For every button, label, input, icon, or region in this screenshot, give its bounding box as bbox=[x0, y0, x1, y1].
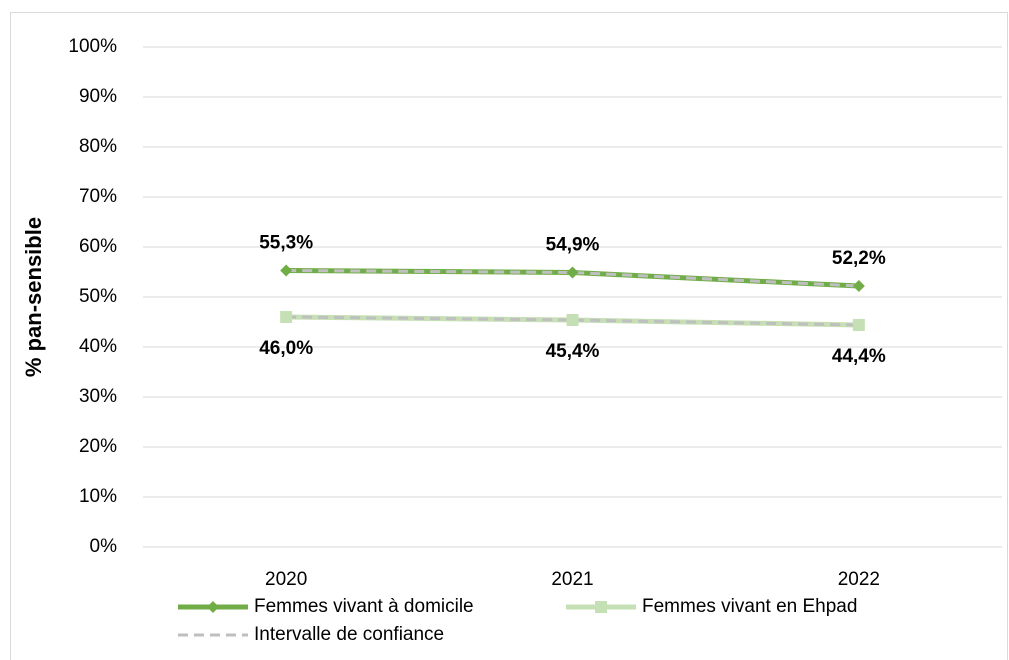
y-tick-label: 60% bbox=[79, 236, 117, 257]
data-label: 54,9% bbox=[546, 235, 600, 256]
y-tick-label: 80% bbox=[79, 136, 117, 157]
point bbox=[852, 280, 865, 292]
y-tick-label: 90% bbox=[79, 86, 117, 107]
legend-marker bbox=[207, 601, 219, 613]
x-tick-label: 2021 bbox=[551, 569, 593, 590]
data-label: 52,2% bbox=[832, 248, 886, 269]
point bbox=[566, 314, 579, 326]
legend-label: Intervalle de confiance bbox=[254, 624, 444, 645]
y-tick-label: 0% bbox=[90, 536, 118, 557]
y-tick-label: 50% bbox=[79, 286, 117, 307]
y-tick-label: 40% bbox=[79, 336, 117, 357]
data-label: 55,3% bbox=[259, 233, 313, 254]
legend-label: Femmes vivant en Ehpad bbox=[642, 596, 857, 617]
data-label: 44,4% bbox=[832, 346, 886, 367]
legend-label: Femmes vivant à domicile bbox=[254, 596, 474, 617]
data-label: 45,4% bbox=[546, 341, 600, 362]
legend-marker bbox=[595, 601, 607, 613]
y-tick-label: 70% bbox=[79, 186, 117, 207]
y-tick-label: 20% bbox=[79, 436, 117, 457]
data-label: 46,0% bbox=[259, 338, 313, 359]
point bbox=[852, 319, 865, 331]
y-axis-label: % pan-sensible bbox=[21, 217, 46, 377]
point bbox=[280, 311, 293, 323]
point bbox=[280, 264, 293, 277]
y-tick-label: 30% bbox=[79, 386, 117, 407]
y-tick-label: 100% bbox=[68, 36, 117, 57]
chart-frame bbox=[10, 12, 1008, 660]
y-tick-label: 10% bbox=[79, 486, 117, 507]
x-tick-label: 2022 bbox=[838, 569, 880, 590]
x-tick-label: 2020 bbox=[265, 569, 307, 590]
point bbox=[566, 266, 579, 279]
